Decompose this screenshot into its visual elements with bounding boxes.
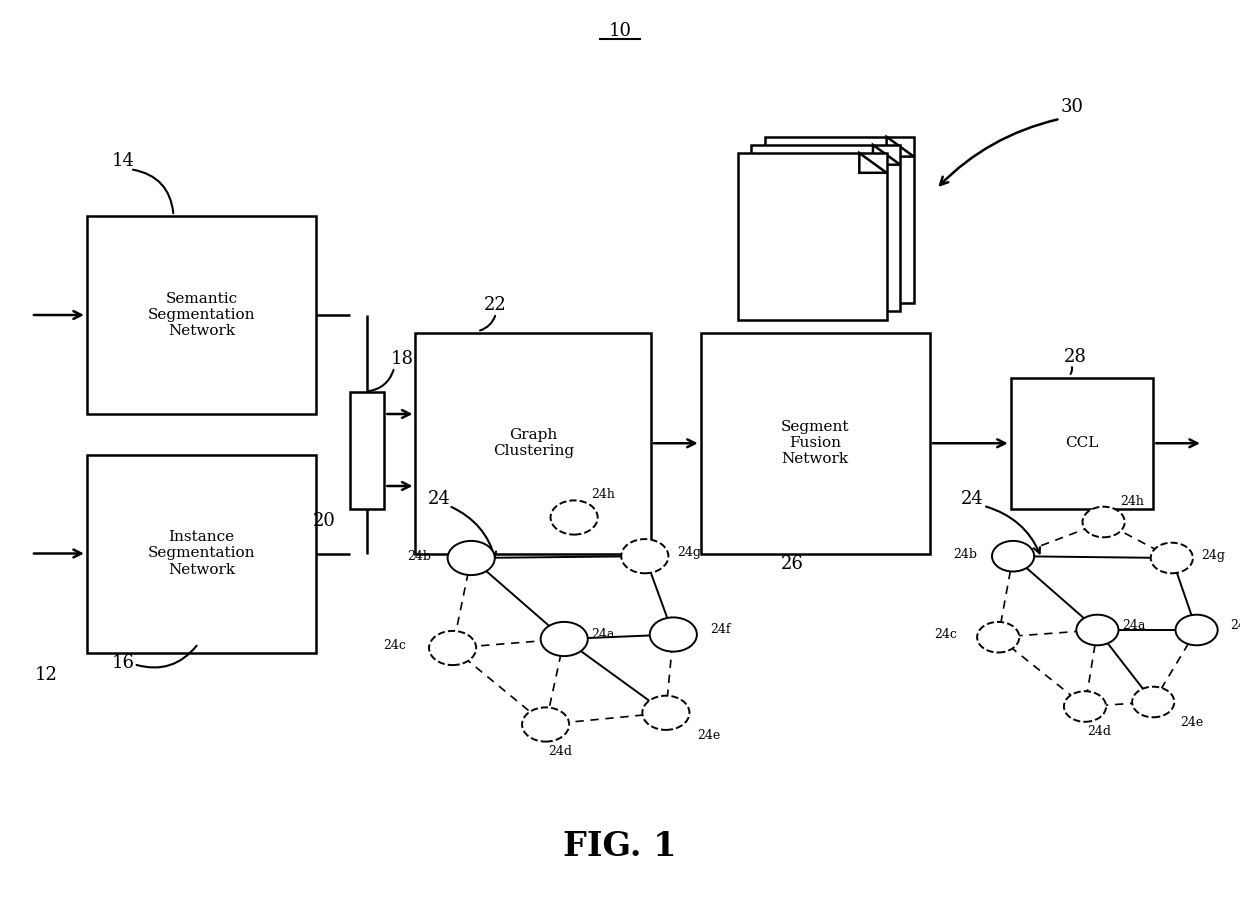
Circle shape (1076, 615, 1118, 645)
Circle shape (992, 541, 1034, 572)
Circle shape (650, 617, 697, 652)
Text: 24e: 24e (697, 729, 720, 742)
Text: 12: 12 (35, 665, 57, 683)
Circle shape (429, 631, 476, 665)
Polygon shape (859, 153, 887, 173)
Circle shape (1064, 691, 1106, 722)
Text: 22: 22 (484, 296, 506, 314)
Circle shape (448, 541, 495, 575)
Bar (87, 454, 316, 652)
Circle shape (1151, 543, 1193, 573)
Text: 18: 18 (391, 350, 414, 368)
Text: 30: 30 (1060, 98, 1084, 116)
Text: 24f: 24f (711, 623, 732, 635)
Bar (415, 333, 651, 554)
Text: 24b: 24b (407, 550, 430, 562)
Text: Graph
Clustering: Graph Clustering (492, 428, 574, 458)
Circle shape (621, 539, 668, 573)
Text: 14: 14 (112, 152, 134, 170)
Text: 10: 10 (609, 22, 631, 40)
Text: 24: 24 (961, 490, 983, 508)
Circle shape (642, 696, 689, 730)
Circle shape (977, 622, 1019, 652)
Circle shape (522, 707, 569, 742)
Text: 20: 20 (312, 512, 335, 530)
Bar (350, 392, 384, 508)
Bar (1011, 378, 1153, 508)
Bar (87, 216, 316, 414)
Text: 24d: 24d (1087, 725, 1111, 738)
Text: 24a: 24a (591, 628, 615, 641)
Bar (751, 145, 900, 311)
Text: 24e: 24e (1180, 716, 1204, 729)
Text: Semantic
Segmentation
Network: Semantic Segmentation Network (148, 292, 255, 338)
Polygon shape (887, 137, 914, 157)
Text: 28: 28 (1064, 347, 1086, 365)
Text: 16: 16 (112, 653, 135, 671)
Bar (738, 153, 887, 320)
Bar (701, 333, 930, 554)
Circle shape (551, 500, 598, 535)
Circle shape (541, 622, 588, 656)
Text: 24f: 24f (1230, 619, 1240, 632)
Text: 24d: 24d (548, 745, 572, 758)
Polygon shape (873, 145, 900, 165)
Text: 24a: 24a (1122, 619, 1146, 632)
Text: 24b: 24b (954, 548, 977, 561)
Text: Segment
Fusion
Network: Segment Fusion Network (781, 420, 849, 466)
Text: 24h: 24h (591, 488, 615, 500)
Text: 26: 26 (781, 554, 804, 572)
Text: CCL: CCL (1065, 436, 1099, 450)
Text: 24c: 24c (383, 639, 405, 652)
Text: 24g: 24g (1202, 549, 1225, 562)
Text: 24h: 24h (1120, 495, 1143, 508)
Text: 24g: 24g (677, 546, 701, 559)
Bar (765, 137, 914, 303)
Text: 24: 24 (428, 490, 450, 508)
Text: 24c: 24c (934, 628, 956, 641)
Text: Instance
Segmentation
Network: Instance Segmentation Network (148, 530, 255, 577)
Circle shape (1132, 687, 1174, 717)
Circle shape (1083, 507, 1125, 537)
Circle shape (1176, 615, 1218, 645)
Text: FIG. 1: FIG. 1 (563, 830, 677, 862)
